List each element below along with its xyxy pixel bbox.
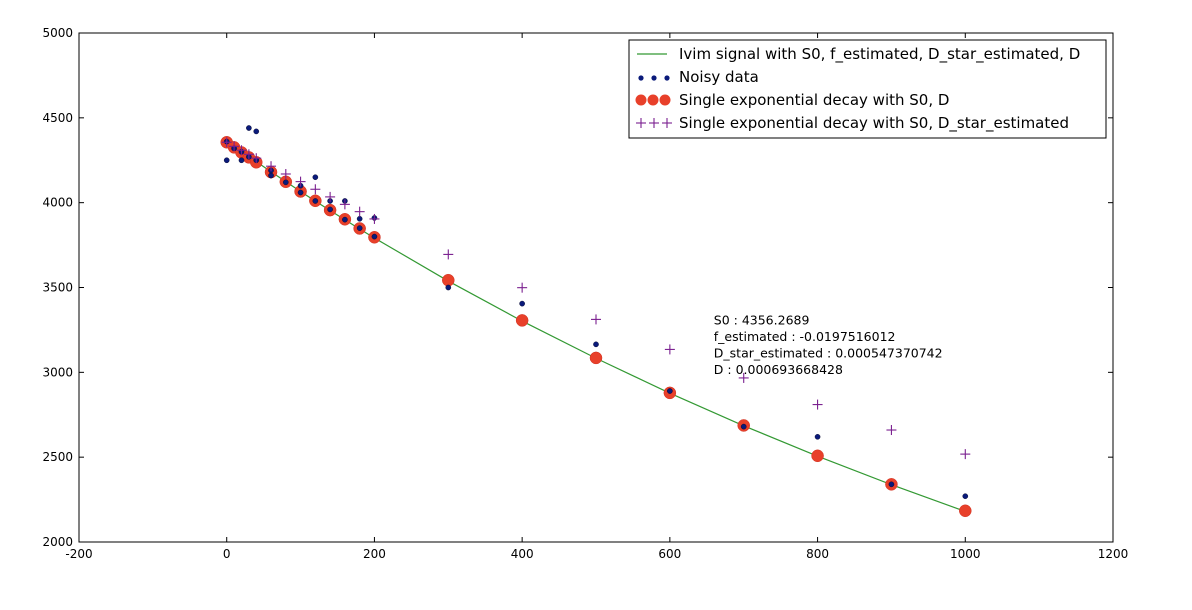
fit-annotation: S0 : 4356.2689 f_estimated : -0.019751601…: [714, 312, 943, 377]
noisy-data-point: [593, 341, 599, 348]
noisy-data-point: [312, 198, 319, 204]
single-exp-d-point: [959, 504, 972, 518]
y-tick-label: 5000: [42, 26, 73, 40]
noisy-data-point: [342, 216, 348, 223]
y-tick-label: 4000: [42, 196, 73, 210]
x-tick-label: 600: [658, 547, 681, 561]
annotation-line: f_estimated : -0.0197516012: [714, 329, 896, 344]
single-exp-d-point: [442, 273, 455, 287]
noisy-data-point: [223, 157, 230, 164]
legend-swatch-noisy-data: [664, 75, 670, 81]
single-exp-dstar-point: [812, 399, 823, 410]
single-exp-dstar-point: [664, 344, 675, 355]
x-tick-label: 400: [511, 547, 534, 561]
legend-swatch-single-exp-d: [647, 94, 659, 106]
x-tick-label: 1200: [1098, 547, 1129, 561]
legend-label: Noisy data: [679, 68, 759, 86]
legend-swatch-single-exp-d: [635, 94, 647, 106]
single-exp-dstar-point: [339, 199, 350, 210]
noisy-data-point: [740, 423, 747, 430]
noisy-data-point: [268, 172, 274, 179]
single-exp-dstar-point: [266, 161, 277, 172]
noisy-data-point: [312, 174, 319, 181]
legend-label: Single exponential decay with S0, D: [679, 91, 949, 109]
noisy-data-point: [238, 157, 245, 164]
single-exp-dstar-point: [310, 184, 321, 195]
legend-swatch-noisy-data: [638, 75, 644, 81]
single-exp-dstar-point: [221, 137, 232, 148]
single-exp-dstar-point: [517, 282, 528, 293]
legend-swatch-single-exp-dstar: [649, 118, 659, 128]
single-exp-dstar-point: [738, 372, 749, 383]
legend-swatch-single-exp-dstar: [662, 118, 672, 128]
noisy-data-point: [667, 388, 673, 394]
noisy-data-point: [297, 189, 304, 196]
noisy-data-point: [519, 300, 525, 307]
y-tick-label: 2500: [42, 450, 73, 464]
single-exp-dstar-point: [369, 213, 380, 224]
legend-swatch-single-exp-d: [659, 94, 671, 106]
single-exp-dstar-point: [243, 149, 254, 160]
noisy-data-point: [282, 179, 289, 186]
y-tick-label: 2000: [42, 535, 73, 549]
legend-box: [628, 39, 1107, 139]
annotation-line: D_star_estimated : 0.000547370742: [714, 345, 943, 360]
noisy-data-point: [888, 481, 895, 488]
series-single-exp-dstar: [221, 137, 971, 460]
x-tick-label: 800: [806, 547, 829, 561]
legend: Ivim signal with S0, f_estimated, D_star…: [628, 39, 1107, 139]
noisy-data-point: [371, 233, 378, 240]
noisy-data-point: [445, 284, 452, 291]
single-exp-dstar-point: [443, 249, 454, 260]
legend-swatch-noisy-data: [651, 75, 657, 81]
x-axis: -200 0 200 400 600 800 1000 1200: [65, 33, 1128, 561]
noisy-data-point: [253, 128, 260, 135]
single-exp-dstar-point: [229, 141, 240, 152]
noisy-data-point: [814, 434, 821, 440]
x-tick-label: 200: [363, 547, 386, 561]
x-tick-label: 1000: [950, 547, 981, 561]
y-axis: 2000 2500 3000 3500 4000 4500 5000: [42, 26, 1113, 549]
single-exp-dstar-point: [325, 191, 336, 202]
y-tick-label: 3000: [42, 365, 73, 379]
single-exp-dstar-point: [960, 449, 971, 460]
legend-label: Ivim signal with S0, f_estimated, D_star…: [679, 45, 1080, 64]
noisy-data-point: [246, 125, 252, 131]
legend-label: Single exponential decay with S0, D_star…: [679, 114, 1069, 133]
x-tick-label: 0: [223, 547, 231, 561]
single-exp-dstar-point: [280, 168, 291, 179]
single-exp-dstar-point: [251, 153, 262, 164]
legend-swatch-single-exp-dstar: [636, 118, 646, 128]
noisy-data-point: [356, 225, 363, 231]
single-exp-dstar-point: [236, 145, 247, 156]
noisy-data-point: [962, 493, 969, 499]
single-exp-dstar-point: [886, 425, 897, 436]
single-exp-d-point: [811, 449, 824, 463]
annotation-line: D : 0.000693668428: [714, 362, 843, 377]
single-exp-dstar-point: [295, 176, 306, 187]
single-exp-d-point: [589, 351, 603, 365]
single-exp-dstar-point: [591, 314, 601, 325]
single-exp-d-point: [515, 314, 529, 327]
y-tick-label: 3500: [42, 281, 73, 295]
x-tick-label: -200: [65, 547, 92, 561]
y-tick-label: 4500: [42, 111, 73, 125]
noisy-data-point: [356, 215, 363, 222]
annotation-line: S0 : 4356.2689: [714, 312, 810, 327]
single-exp-dstar-point: [354, 206, 365, 217]
noisy-data-point: [327, 206, 333, 213]
